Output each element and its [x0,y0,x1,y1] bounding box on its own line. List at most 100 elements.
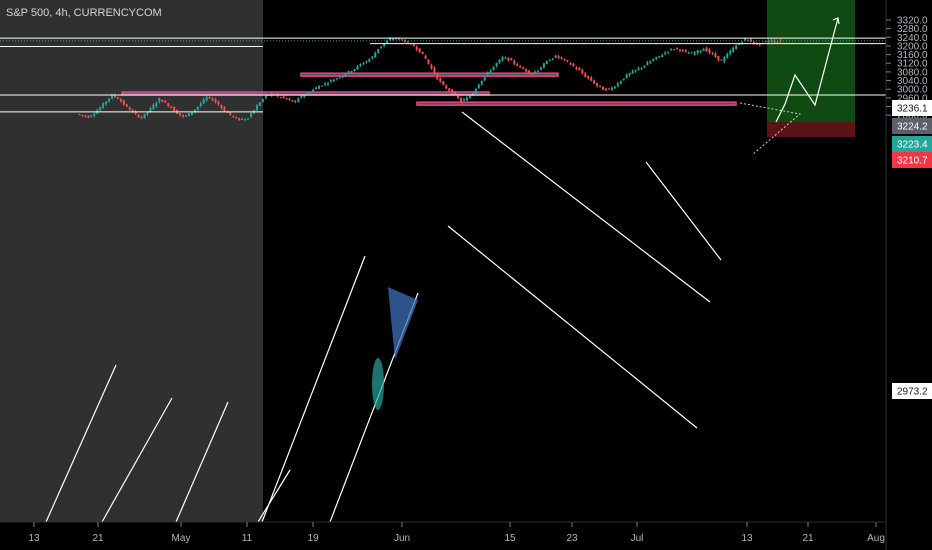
candle-body [436,73,439,80]
candle-body [418,48,421,53]
candle-body [182,115,185,117]
candle-body [294,101,297,103]
x-tick-label: 15 [504,533,516,544]
candle-body [93,113,96,116]
candle-body [244,119,247,121]
time-axis[interactable]: 13 21 May 11 19 Jun 15 23 Jul 13 21 Aug [28,522,885,544]
candle-body [173,106,176,112]
candle-body [279,97,282,99]
drawings-layer [45,102,802,523]
candle-body [625,74,628,79]
support-resistance-zone [300,72,559,77]
candle-body [463,99,466,101]
candle-body [149,107,152,112]
candle-body [451,89,454,95]
candle-body [356,65,359,70]
candle-body [433,67,436,74]
candle-body [329,79,332,82]
candle-body [235,117,238,119]
candle-body [610,87,613,91]
candle-body [483,76,486,81]
candle-body [569,63,572,65]
candle-body [628,73,631,76]
candle-body [400,39,403,41]
candle-body [528,70,531,74]
candle-body [536,70,539,73]
candle-body [247,118,250,120]
candle-body [477,84,480,89]
candle-body [309,91,312,93]
y-tick-label: 3240.0 [897,33,928,44]
chart-title: S&P 500, 4h, CURRENCYCOM [6,7,162,19]
candle-body [634,69,637,72]
candle-body [125,104,128,107]
candle-body [448,88,451,91]
candle-body [318,85,321,89]
price-axis[interactable]: 3320.03280.03240.03200.03160.03120.03080… [886,16,928,122]
y-tick-label: 3320.0 [897,16,928,27]
candle-body [572,63,575,67]
candle-body [735,45,738,49]
candle-body [84,115,87,117]
candle-body [78,114,81,116]
candle-body [616,83,619,87]
candle-body [187,113,190,117]
trend-line [461,111,711,303]
candle-body [131,110,134,112]
candle-body [758,43,761,45]
x-tick-label: 19 [307,533,319,544]
candle-body [457,96,460,98]
y-tick-label: 3000.0 [897,85,928,96]
y-tick-label: 3120.0 [897,59,928,70]
candle-body [267,94,270,96]
candle-body [255,105,258,111]
candle-body [519,66,522,68]
candle-body [489,70,492,73]
candle-body [81,114,84,116]
candle-body [232,115,235,117]
candle-body [264,94,267,99]
candle-body [208,97,211,99]
candle-body [152,104,155,110]
x-tick-label: Jun [394,533,410,544]
candle-body [678,49,681,51]
candle-body [291,100,294,102]
candle-body [105,101,108,105]
candle-body [350,71,353,73]
candle-body [702,48,705,51]
candle-body [116,97,119,99]
candle-body [347,70,350,74]
candle-body [306,92,309,94]
candle-body [403,40,406,43]
candle-body [637,68,640,70]
trend-line [447,225,698,429]
trend-line [645,161,722,261]
candle-body [371,56,374,59]
candle-body [323,83,326,86]
price-badge [892,100,932,116]
projection-layer [775,17,840,123]
candle-body [460,98,463,102]
candle-body [717,55,720,60]
wedge-highlight [388,287,418,360]
candle-body [690,52,693,54]
candle-body [501,57,504,61]
candle-body [359,63,362,66]
projection-arrow-icon [832,17,840,25]
candle-body [380,46,383,49]
candle-body [468,95,471,99]
candle-body [184,115,187,117]
target-zone [767,0,855,122]
breakout-highlight [372,358,384,410]
candle-body [332,79,335,82]
candle-body [312,89,315,92]
trend-line [175,401,229,523]
candle-body [687,52,690,54]
candle-body [442,81,445,86]
price-badge [892,118,932,134]
candle-body [196,106,199,110]
candle-body [119,99,122,102]
candle-body [498,59,501,63]
candle-body [675,47,678,49]
